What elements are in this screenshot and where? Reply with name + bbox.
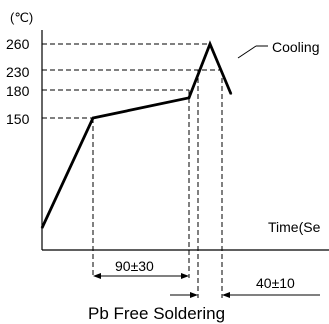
peak-arrowhead-right [222, 292, 230, 298]
peak-arrowhead-left [190, 292, 198, 298]
peak-duration-label: 40±10 [256, 275, 295, 291]
preheat-duration-label: 90±30 [115, 258, 154, 274]
y-tick-label-230: 230 [6, 64, 30, 80]
preheat-arrowhead-left [93, 273, 101, 279]
profile-point-2 [188, 97, 190, 99]
series-line-temperature-profile [40, 40, 233, 229]
y-tick-label-180: 180 [6, 83, 30, 99]
preheat-arrowhead-right [181, 273, 189, 279]
x-axis-label: Time(Se [268, 219, 321, 235]
profile-point-0 [41, 227, 43, 229]
cooling-leader-line [237, 45, 257, 59]
cooling-label: Cooling [272, 39, 319, 55]
profile-point-3 [209, 43, 211, 45]
y-tick-label-260: 260 [6, 36, 30, 52]
y-tick-label-150: 150 [6, 111, 30, 127]
chart-title: Pb Free Soldering [88, 304, 225, 323]
y-unit-label: (℃) [10, 10, 33, 25]
profile-point-4 [230, 93, 232, 95]
profile-point-1 [92, 117, 94, 119]
